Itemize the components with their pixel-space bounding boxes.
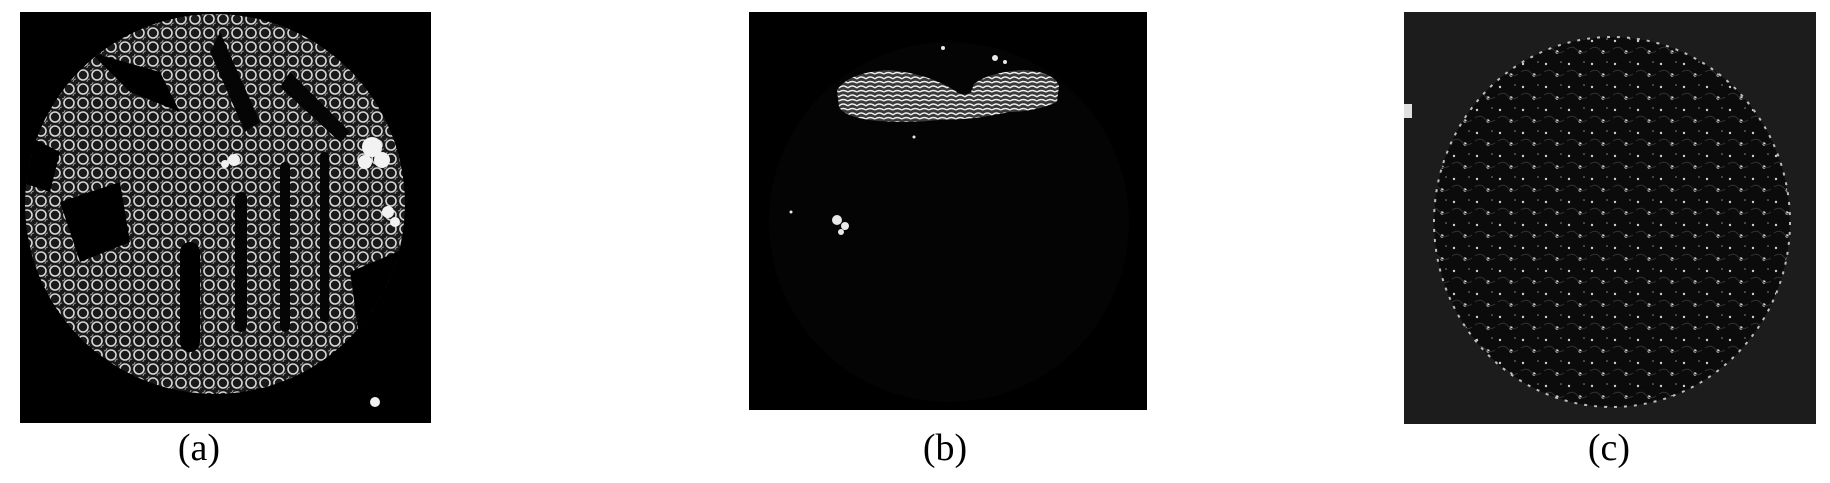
caption-b: (b) bbox=[922, 427, 968, 469]
tissue-core-a bbox=[20, 12, 431, 423]
panel-c-image bbox=[1404, 12, 1816, 424]
tissue-core-c bbox=[1404, 12, 1816, 424]
tissue-core-b bbox=[749, 12, 1147, 410]
panel-a-image bbox=[20, 12, 431, 423]
panel-b-image bbox=[749, 12, 1147, 410]
caption-a: (a) bbox=[177, 427, 221, 469]
caption-c: (c) bbox=[1587, 427, 1631, 469]
